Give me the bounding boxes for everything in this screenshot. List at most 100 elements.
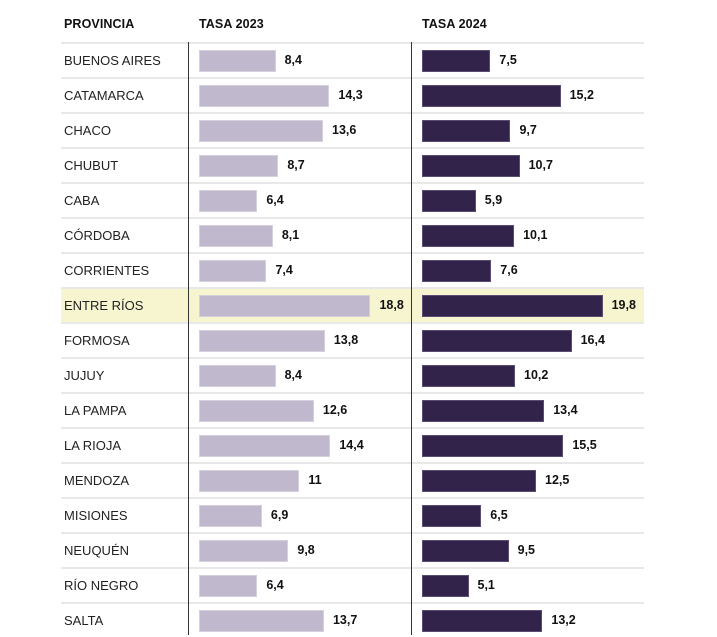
value-label-2023: 6,4 — [266, 193, 284, 207]
table-row: MISIONES 6,9 6,5 — [61, 497, 644, 532]
bar-2023 — [199, 470, 300, 492]
province-label: CABA — [64, 193, 100, 208]
table-row: CHACO 13,6 9,7 — [61, 112, 644, 147]
table-row: FORMOSA 13,8 16,4 — [61, 322, 644, 357]
table-row: CHUBUT 8,7 10,7 — [61, 147, 644, 182]
bar-2024 — [422, 85, 561, 107]
value-label-2024: 6,5 — [490, 508, 508, 522]
header-2023: TASA 2023 — [199, 17, 264, 31]
value-label-2024: 10,2 — [524, 368, 549, 382]
bar-2023 — [199, 365, 276, 387]
bar-2023 — [199, 225, 273, 247]
province-label: CÓRDOBA — [64, 228, 130, 243]
province-label: CHACO — [64, 123, 111, 138]
value-label-2024: 13,4 — [553, 403, 578, 417]
table-row: RÍO NEGRO 6,4 5,1 — [61, 567, 644, 602]
axis-line-2024 — [411, 42, 412, 635]
province-label: SALTA — [64, 613, 104, 628]
table-row: NEUQUÉN 9,8 9,5 — [61, 532, 644, 567]
value-label-2024: 5,9 — [484, 193, 503, 207]
value-label-2024: 16,4 — [580, 333, 605, 347]
bar-2024 — [422, 155, 520, 177]
bar-2023 — [199, 400, 314, 422]
value-label-2023: 14,4 — [339, 438, 364, 452]
table-row: CABA 6,4 5,9 — [61, 182, 644, 217]
value-label-2023: 8,4 — [284, 368, 302, 382]
bar-2024 — [422, 400, 545, 422]
table-row: SALTA 13,7 13,2 — [61, 602, 644, 637]
value-label-2024: 15,2 — [569, 88, 594, 102]
value-label-2024: 13,2 — [551, 613, 576, 627]
bar-2024 — [422, 330, 572, 352]
header-province: PROVINCIA — [64, 17, 135, 31]
bar-2023 — [199, 120, 324, 142]
value-label-2023: 14,3 — [338, 88, 363, 102]
value-label-2024: 19,8 — [611, 298, 636, 312]
table-row: MENDOZA 11 12,5 — [61, 462, 644, 497]
table-row: CATAMARCA 14,3 15,2 — [61, 77, 644, 112]
value-label-2024: 9,7 — [519, 123, 537, 137]
table-row: LA RIOJA 14,4 15,5 — [61, 427, 644, 462]
province-label: CORRIENTES — [64, 263, 150, 278]
bar-2023 — [199, 540, 289, 562]
province-label: CATAMARCA — [64, 88, 144, 103]
value-label-2024: 15,5 — [572, 438, 597, 452]
bar-2023 — [199, 295, 371, 317]
bar-2024 — [422, 50, 491, 72]
table-row: BUENOS AIRES 8,4 7,5 — [61, 42, 644, 77]
bar-2024 — [422, 120, 511, 142]
bar-2023 — [199, 50, 276, 72]
value-label-2023: 18,8 — [379, 298, 404, 312]
value-label-2024: 5,1 — [477, 578, 495, 592]
value-label-2024: 12,5 — [545, 473, 570, 487]
bar-2024 — [422, 295, 603, 317]
value-label-2024: 9,5 — [517, 543, 536, 557]
bar-2023 — [199, 85, 330, 107]
province-label: BUENOS AIRES — [64, 53, 161, 68]
province-label: FORMOSA — [64, 333, 130, 348]
bar-2024 — [422, 470, 536, 492]
province-label: RÍO NEGRO — [64, 578, 139, 593]
table-row: JUJUY 8,4 10,2 — [61, 357, 644, 392]
province-label: MENDOZA — [64, 473, 129, 488]
value-label-2024: 7,6 — [500, 263, 518, 277]
value-label-2023: 8,1 — [281, 228, 300, 242]
province-label: NEUQUÉN — [64, 543, 130, 558]
bar-2023 — [199, 575, 258, 597]
bar-2023 — [199, 505, 262, 527]
table-row: CORRIENTES 7,4 7,6 — [61, 252, 644, 287]
bar-2023 — [199, 190, 258, 212]
province-label: CHUBUT — [64, 158, 119, 173]
bar-2023 — [199, 610, 324, 632]
value-label-2023: 7,4 — [275, 263, 293, 277]
value-label-2023: 9,8 — [297, 543, 315, 557]
value-label-2023: 6,4 — [266, 578, 284, 592]
table-row: CÓRDOBA 8,1 10,1 — [61, 217, 644, 252]
bar-2024 — [422, 365, 516, 387]
value-label-2023: 11 — [308, 473, 322, 487]
province-label: JUJUY — [64, 368, 105, 383]
bar-2024 — [422, 540, 509, 562]
bar-2024 — [422, 435, 564, 457]
value-label-2023: 8,7 — [287, 158, 305, 172]
bar-2023 — [199, 155, 279, 177]
bar-2024 — [422, 575, 469, 597]
province-label: LA RIOJA — [64, 438, 122, 453]
province-label: MISIONES — [64, 508, 128, 523]
bar-2024 — [422, 260, 492, 282]
bar-2024 — [422, 190, 476, 212]
bar-2024 — [422, 225, 515, 247]
value-label-2024: 10,7 — [528, 158, 553, 172]
value-label-2023: 12,6 — [322, 403, 348, 417]
table-row: LA PAMPA 12,6 13,4 — [61, 392, 644, 427]
value-label-2023: 6,9 — [270, 508, 289, 522]
axis-line-2023 — [188, 42, 189, 635]
bar-2024 — [422, 610, 543, 632]
value-label-2023: 13,8 — [333, 333, 359, 347]
value-label-2023: 13,7 — [332, 613, 358, 627]
header-2024: TASA 2024 — [422, 17, 487, 31]
value-label-2023: 13,6 — [332, 123, 357, 137]
value-label-2023: 8,4 — [284, 53, 302, 67]
province-label: LA PAMPA — [64, 403, 127, 418]
bar-2023 — [199, 260, 267, 282]
